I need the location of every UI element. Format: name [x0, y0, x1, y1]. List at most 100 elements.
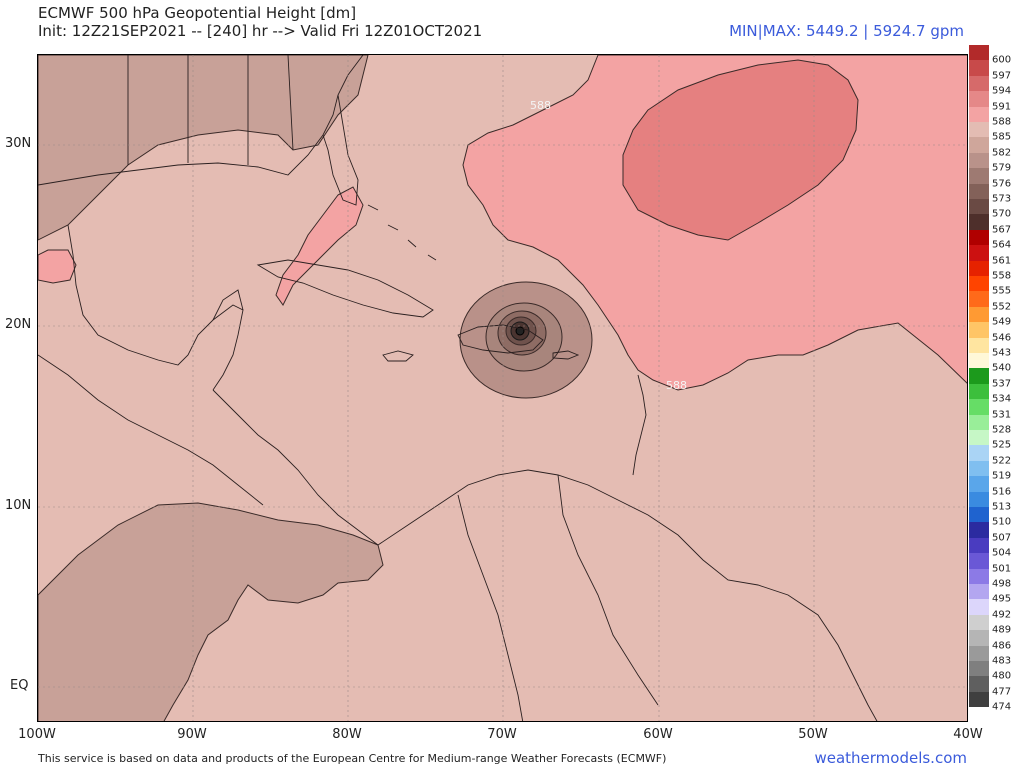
colorbar-label: 498	[992, 578, 1012, 590]
colorbar-label: 555	[992, 285, 1012, 297]
colorbar-swatch	[969, 614, 989, 631]
forecast-map: 588 588	[37, 54, 968, 722]
colorbar-swatch	[969, 75, 989, 92]
colorbar-swatch	[969, 260, 989, 276]
colorbar-label: 570	[992, 208, 1012, 220]
colorbar-label: 573	[992, 193, 1012, 205]
colorbar-label: 501	[992, 563, 1012, 575]
coast-cuba	[256, 259, 434, 318]
colorbar-label: 597	[992, 70, 1012, 82]
coast-florida	[322, 94, 359, 206]
colorbar-swatch	[969, 152, 989, 169]
contour-label-588-north: 588	[530, 99, 551, 112]
colorbar-label: 486	[992, 640, 1012, 652]
colorbar-label: 546	[992, 332, 1012, 344]
map-canvas: 588 588	[38, 55, 967, 721]
coast-jamaica	[382, 350, 414, 362]
colorbar-swatch	[969, 522, 989, 538]
colorbar-swatch	[969, 306, 989, 323]
colorbar-label: 576	[992, 178, 1012, 190]
colorbar-swatch	[969, 584, 989, 600]
x-label-50w: 50W	[798, 727, 828, 742]
colorbar-swatch	[969, 291, 989, 307]
colorbar-swatch	[969, 245, 989, 261]
colorbar-swatch	[969, 691, 989, 708]
colorbar-label: 552	[992, 301, 1012, 313]
colorbar-label: 543	[992, 347, 1012, 359]
contour-582-north	[38, 55, 369, 241]
colorbar-swatch	[969, 445, 989, 461]
contour-591-high	[622, 59, 859, 241]
colorbar-swatch	[969, 383, 989, 400]
colorbar-label: 510	[992, 516, 1012, 528]
contour-label-588-south: 588	[666, 379, 687, 392]
colorbar-swatch	[969, 199, 989, 215]
colorbar-label: 600	[992, 54, 1012, 66]
colorbar-swatch	[969, 91, 989, 107]
colorbar-label: 564	[992, 239, 1012, 251]
ecmwf-attribution: This service is based on data and produc…	[38, 752, 667, 765]
colorbar-swatch	[969, 168, 989, 184]
y-label-30n: 30N	[5, 136, 32, 151]
colorbar-label: 594	[992, 85, 1012, 97]
colorbar-swatch	[969, 568, 989, 584]
colorbar-swatch	[969, 137, 989, 153]
coast-south-america	[377, 469, 878, 721]
colorbar-label: 513	[992, 501, 1012, 513]
colorbar-label: 477	[992, 686, 1012, 698]
x-label-40w: 40W	[953, 727, 983, 742]
colorbar-swatch	[969, 553, 989, 569]
colorbar-swatch	[969, 476, 989, 492]
colorbar-label: 549	[992, 316, 1012, 328]
colorbar-label: 585	[992, 131, 1012, 143]
colorbar-swatch	[969, 676, 989, 692]
y-label-20n: 20N	[5, 317, 32, 332]
colorbar-label: 504	[992, 547, 1012, 559]
colorbar-label: 519	[992, 470, 1012, 482]
coast-gulf-north	[38, 55, 364, 186]
coastlines	[38, 55, 878, 721]
coast-bahamas	[367, 204, 437, 261]
border-south-america-1	[457, 494, 524, 721]
colorbar-swatch	[969, 645, 989, 661]
colorbar-swatch	[969, 229, 989, 246]
colorbar-swatch	[969, 414, 989, 430]
colorbar-label: 531	[992, 409, 1012, 421]
colorbar-swatch	[969, 507, 989, 523]
colorbar-swatch	[969, 491, 989, 507]
colorbar-swatch	[969, 537, 989, 554]
colorbar-label: 525	[992, 439, 1012, 451]
init-valid-line: Init: 12Z21SEP2021 -- [240] hr --> Valid…	[38, 22, 483, 40]
contour-582-south	[38, 502, 384, 721]
colorbar-label: 579	[992, 162, 1012, 174]
colorbar-swatch	[969, 183, 989, 199]
colorbar-swatch	[969, 353, 989, 369]
colorbar-swatch	[969, 368, 989, 384]
colorbar-label: 540	[992, 362, 1012, 374]
colorbar-label: 561	[992, 255, 1012, 267]
colorbar-label: 534	[992, 393, 1012, 405]
colorbar-label: 492	[992, 609, 1012, 621]
brand-link[interactable]: weathermodels.com	[814, 749, 967, 767]
colorbar-label: 591	[992, 101, 1012, 113]
colorbar-label: 474	[992, 701, 1012, 713]
colorbar-label: 582	[992, 147, 1012, 159]
colorbar-label: 480	[992, 670, 1012, 682]
colorbar-label: 507	[992, 532, 1012, 544]
colorbar-label: 567	[992, 224, 1012, 236]
colorbar-label: 495	[992, 593, 1012, 605]
colorbar-label: 516	[992, 486, 1012, 498]
map-title: ECMWF 500 hPa Geopotential Height [dm]	[38, 4, 357, 22]
colorbar-swatch	[969, 122, 989, 138]
colorbar-label: 537	[992, 378, 1012, 390]
x-label-90w: 90W	[177, 727, 207, 742]
coast-central-america	[212, 389, 379, 546]
colorbar-swatch	[969, 460, 989, 477]
contour-588-florida	[275, 186, 364, 306]
x-label-70w: 70W	[487, 727, 517, 742]
coast-pacific	[38, 354, 264, 506]
colorbar-swatch	[969, 60, 989, 76]
colorbar-label: 522	[992, 455, 1012, 467]
colorbar-label: 528	[992, 424, 1012, 436]
coast-puerto-rico	[552, 350, 580, 360]
